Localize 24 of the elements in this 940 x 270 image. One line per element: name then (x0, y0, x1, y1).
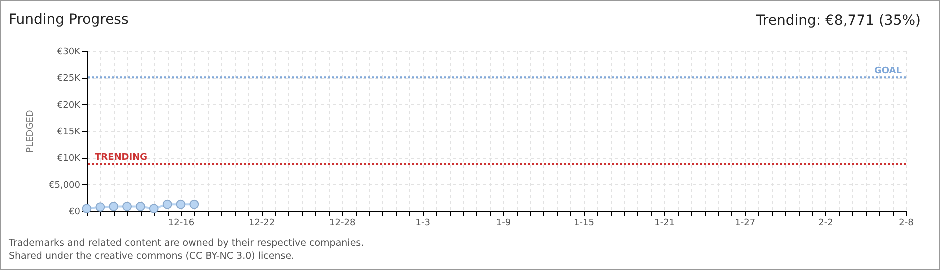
y-tick-label: €0 (69, 208, 81, 218)
x-tick-label: 1-9 (496, 218, 512, 228)
chart-title: Funding Progress (9, 12, 129, 28)
y-tick-label: €10K (57, 154, 82, 164)
text: Shared under the creative commons (CC BY-NC 3.0) license. (9, 250, 296, 263)
x-tick-label: 1-3 (416, 218, 431, 228)
y-tick-label: €20K (57, 100, 82, 111)
text: Trademarks and related content are owned by their respective companies. (9, 237, 364, 250)
x-tick-label: 1-21 (654, 218, 676, 228)
ref-line-label: TRENDING (95, 153, 148, 164)
y-tick-label: €30K (57, 48, 82, 58)
x-tick-label: 2-2 (818, 218, 834, 228)
y-axis-title: PLEDGED (26, 110, 36, 153)
x-tick-label: 12-28 (330, 218, 356, 228)
x-tick-label: 12-22 (248, 218, 276, 228)
x-tick-label: 1-27 (735, 218, 756, 228)
x-tick-label: 12-16 (168, 218, 195, 228)
y-tick-label: €15K (57, 128, 82, 138)
y-tick-label: €25K (57, 74, 82, 84)
y-tick-label: €5,000 (49, 180, 81, 191)
ref-line-label: GOAL (874, 66, 902, 77)
text: Trending: €8,771 (35%) (756, 13, 921, 29)
x-tick-label: 1-15 (574, 218, 594, 228)
x-tick-label: 2-8 (899, 218, 914, 228)
